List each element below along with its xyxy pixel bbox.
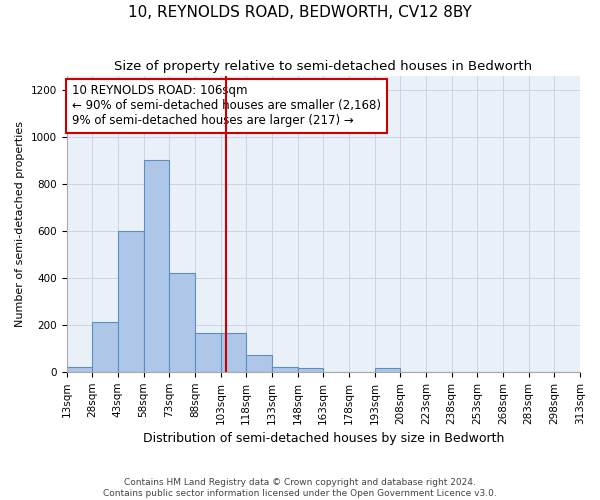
- X-axis label: Distribution of semi-detached houses by size in Bedworth: Distribution of semi-detached houses by …: [143, 432, 504, 445]
- Bar: [246, 356, 272, 372]
- Bar: [221, 333, 246, 372]
- Bar: [195, 333, 221, 372]
- Bar: [67, 367, 92, 372]
- Text: Contains HM Land Registry data © Crown copyright and database right 2024.
Contai: Contains HM Land Registry data © Crown c…: [103, 478, 497, 498]
- Text: 10, REYNOLDS ROAD, BEDWORTH, CV12 8BY: 10, REYNOLDS ROAD, BEDWORTH, CV12 8BY: [128, 5, 472, 20]
- Bar: [169, 273, 195, 372]
- Bar: [143, 160, 169, 372]
- Bar: [374, 368, 400, 372]
- Bar: [272, 367, 298, 372]
- Y-axis label: Number of semi-detached properties: Number of semi-detached properties: [15, 120, 25, 326]
- Bar: [298, 368, 323, 372]
- Text: 10 REYNOLDS ROAD: 106sqm
← 90% of semi-detached houses are smaller (2,168)
9% of: 10 REYNOLDS ROAD: 106sqm ← 90% of semi-d…: [71, 84, 380, 128]
- Title: Size of property relative to semi-detached houses in Bedworth: Size of property relative to semi-detach…: [114, 60, 532, 73]
- Bar: [92, 322, 118, 372]
- Bar: [118, 230, 143, 372]
